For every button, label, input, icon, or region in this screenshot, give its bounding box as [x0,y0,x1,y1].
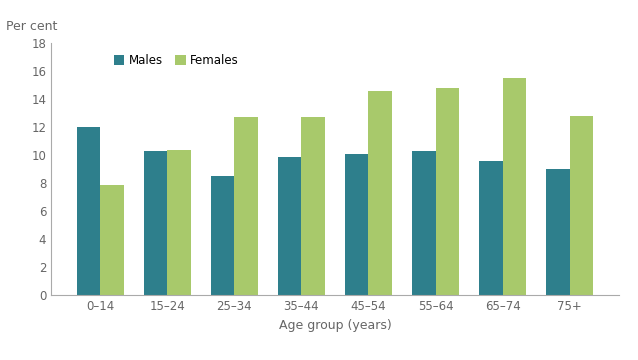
Bar [503,78,526,295]
Bar [546,169,570,295]
Bar [167,150,191,295]
Bar [144,151,167,295]
X-axis label: Age group (years): Age group (years) [279,319,391,332]
Bar [100,185,124,295]
Bar [77,127,100,295]
Bar [369,91,392,295]
Bar [301,117,325,295]
Bar [345,154,369,295]
Bar [278,157,301,295]
Bar [570,116,593,295]
Bar [234,117,258,295]
Text: Per cent: Per cent [6,20,57,33]
Bar [211,176,234,295]
Bar [436,88,459,295]
Bar [479,161,503,295]
Legend: Males, Females: Males, Females [114,54,239,67]
Bar [412,151,436,295]
